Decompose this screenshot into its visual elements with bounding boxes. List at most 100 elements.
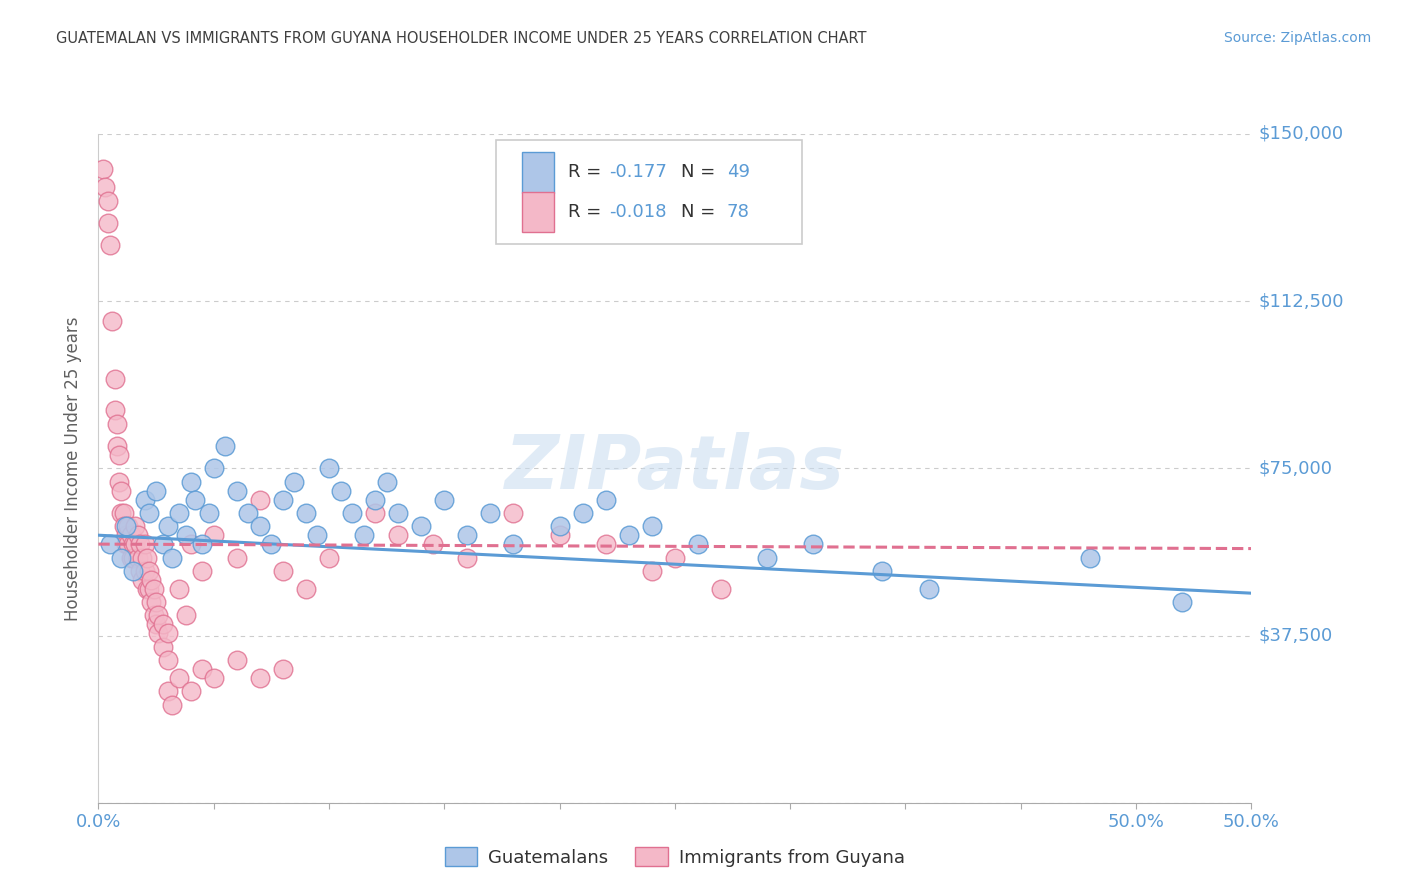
Point	[156, 519, 179, 533]
Point	[117, 537, 139, 551]
Point	[191, 537, 214, 551]
Point	[122, 537, 145, 551]
Text: Source: ZipAtlas.com: Source: ZipAtlas.com	[1223, 31, 1371, 45]
Text: N =: N =	[681, 163, 721, 181]
Point	[110, 506, 132, 520]
Point	[664, 550, 686, 565]
Point	[340, 506, 363, 520]
Point	[138, 582, 160, 596]
Point	[156, 684, 179, 698]
Point	[364, 492, 387, 507]
Point	[122, 550, 145, 565]
Point	[108, 475, 131, 489]
Point	[180, 475, 202, 489]
Point	[112, 519, 135, 533]
Point	[124, 537, 146, 551]
Point	[174, 528, 197, 542]
Point	[101, 314, 124, 328]
Point	[105, 439, 128, 453]
Text: -0.177: -0.177	[609, 163, 666, 181]
Point	[131, 550, 153, 565]
Point	[142, 582, 165, 596]
Point	[295, 582, 318, 596]
Point	[160, 698, 183, 712]
Point	[138, 564, 160, 578]
Point	[94, 180, 117, 194]
Point	[120, 528, 142, 542]
Point	[110, 550, 132, 565]
Point	[271, 564, 294, 578]
Point	[548, 519, 571, 533]
Point	[214, 439, 236, 453]
Text: ZIPatlas: ZIPatlas	[505, 432, 845, 505]
Point	[387, 506, 409, 520]
Point	[145, 617, 167, 632]
Point	[191, 662, 214, 676]
Point	[152, 640, 174, 654]
Point	[249, 671, 271, 685]
Point	[148, 608, 170, 623]
Point	[110, 483, 132, 498]
Text: $112,500: $112,500	[1258, 292, 1344, 310]
Point	[260, 537, 283, 551]
Point	[641, 519, 664, 533]
Text: R =: R =	[568, 203, 606, 221]
Point	[1171, 595, 1194, 609]
Point	[249, 492, 271, 507]
Text: R =: R =	[568, 163, 606, 181]
Point	[142, 608, 165, 623]
Point	[129, 564, 152, 578]
Point	[91, 162, 114, 177]
Point	[131, 573, 153, 587]
Point	[283, 475, 305, 489]
Legend: Guatemalans, Immigrants from Guyana: Guatemalans, Immigrants from Guyana	[437, 840, 912, 874]
Point	[548, 528, 571, 542]
FancyBboxPatch shape	[522, 153, 554, 193]
Point	[641, 564, 664, 578]
Point	[145, 483, 167, 498]
Point	[148, 626, 170, 640]
Point	[595, 537, 617, 551]
Point	[115, 537, 138, 551]
Point	[756, 550, 779, 565]
Point	[152, 617, 174, 632]
Point	[135, 550, 157, 565]
Text: 78: 78	[727, 203, 749, 221]
Point	[198, 506, 221, 520]
Point	[145, 595, 167, 609]
Point	[141, 595, 163, 609]
Point	[120, 550, 142, 565]
Point	[456, 550, 478, 565]
Point	[174, 608, 197, 623]
Point	[318, 550, 340, 565]
Point	[97, 194, 120, 208]
Point	[156, 626, 179, 640]
Y-axis label: Householder Income Under 25 years: Householder Income Under 25 years	[65, 316, 83, 621]
Point	[127, 528, 149, 542]
Point	[595, 492, 617, 507]
Point	[191, 564, 214, 578]
Point	[167, 671, 190, 685]
Point	[122, 564, 145, 578]
Point	[180, 684, 202, 698]
Point	[872, 564, 894, 578]
Point	[184, 492, 207, 507]
Point	[103, 403, 125, 417]
Point	[115, 519, 138, 533]
Text: N =: N =	[681, 203, 721, 221]
Point	[134, 537, 156, 551]
Point	[225, 653, 247, 667]
Point	[108, 448, 131, 462]
Text: $150,000: $150,000	[1258, 125, 1344, 143]
Text: -0.018: -0.018	[609, 203, 666, 221]
Point	[686, 537, 709, 551]
Point	[127, 550, 149, 565]
Point	[329, 483, 352, 498]
Point	[249, 519, 271, 533]
Point	[710, 582, 733, 596]
Point	[271, 662, 294, 676]
Point	[1078, 550, 1101, 565]
Point	[202, 671, 225, 685]
Point	[411, 519, 433, 533]
Text: $75,000: $75,000	[1258, 459, 1333, 477]
